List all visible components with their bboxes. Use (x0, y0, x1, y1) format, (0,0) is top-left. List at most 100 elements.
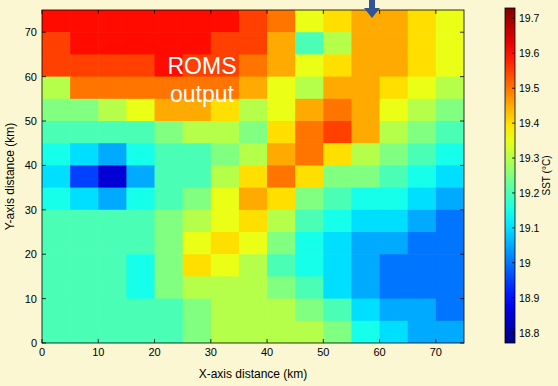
heatmap-cell (323, 210, 352, 233)
heatmap-cell (436, 10, 464, 33)
heatmap-cell (239, 254, 268, 277)
heatmap-cell (126, 254, 155, 277)
y-axis-label: Y-axis distance (km) (3, 123, 17, 231)
heatmap-cell (70, 321, 99, 343)
heatmap-cell (126, 54, 155, 77)
heatmap-cell (408, 232, 437, 255)
heatmap-cell (126, 210, 155, 233)
colorbar-label: SST (°C) (541, 156, 552, 196)
heatmap-cell (155, 210, 184, 233)
heatmap-cell (239, 299, 268, 322)
heatmap-cell (155, 276, 184, 299)
heatmap-cell (436, 77, 464, 100)
x-tick (379, 339, 380, 343)
heatmap-cell (183, 165, 212, 188)
colorbar-tick-label: 19.2 (519, 187, 540, 199)
heatmap-cell (380, 188, 409, 211)
y-tick (42, 32, 46, 33)
heatmap-cell (436, 99, 464, 122)
heatmap-cell (380, 121, 409, 144)
heatmap-cell (183, 321, 212, 343)
colorbar-tick (512, 53, 515, 54)
heatmap-cell (239, 188, 268, 211)
heatmap-cell (211, 210, 240, 233)
heatmap-cell (155, 254, 184, 277)
heatmap-cell (267, 254, 296, 277)
heatmap-cell (42, 77, 71, 100)
heatmap-cell (351, 99, 380, 122)
heatmap-cell (211, 165, 240, 188)
heatmap-cell (295, 321, 324, 343)
annotation: output (170, 81, 235, 107)
heatmap-cell (380, 276, 409, 299)
x-tick-label: 50 (317, 346, 329, 358)
y-tick (42, 209, 46, 210)
heatmap-cell (42, 276, 71, 299)
heatmap-cell (239, 143, 268, 166)
heatmap-cell (183, 121, 212, 144)
heatmap-cell (436, 32, 464, 55)
heatmap-cell (239, 276, 268, 299)
heatmap-cell (295, 188, 324, 211)
heatmap-cell (239, 210, 268, 233)
heatmap-cell (183, 10, 212, 33)
heatmap-cell (267, 188, 296, 211)
heatmap-cell (183, 188, 212, 211)
heatmap-cell (380, 143, 409, 166)
colorbar-tick (512, 158, 515, 159)
heatmap-cell (239, 99, 268, 122)
heatmap-cell (295, 165, 324, 188)
heatmap-cell (211, 10, 240, 33)
heatmap-cell (267, 143, 296, 166)
x-tick (210, 10, 211, 14)
heatmap-cell (351, 232, 380, 255)
x-tick-label: 0 (39, 346, 45, 358)
heatmap-cell (98, 77, 127, 100)
heatmap-cell (323, 232, 352, 255)
colorbar-tick (512, 332, 515, 333)
heatmap-cell (267, 99, 296, 122)
heatmap-cell (183, 232, 212, 255)
heatmap-cell (98, 232, 127, 255)
arrow-head (364, 8, 380, 18)
heatmap-cell (239, 77, 268, 100)
y-tick-label: 20 (25, 248, 37, 260)
heatmap-cell (98, 54, 127, 77)
heatmap-cell (380, 77, 409, 100)
heatmap-cell (42, 232, 71, 255)
heatmap-cell (126, 165, 155, 188)
colorbar-tick (512, 192, 515, 193)
heatmap-cell (70, 232, 99, 255)
heatmap-cell (436, 321, 464, 343)
heatmap-cell (295, 99, 324, 122)
heatmap-cell (295, 210, 324, 233)
heatmap-cell (183, 299, 212, 322)
x-tick-label: 10 (92, 346, 104, 358)
x-tick (154, 10, 155, 14)
heatmap-cell (351, 10, 380, 33)
colorbar-tick-label: 19.1 (519, 222, 540, 234)
y-tick (42, 298, 46, 299)
heatmap-cell (323, 54, 352, 77)
heatmap-cell (408, 32, 437, 55)
y-tick (42, 343, 46, 344)
x-tick (267, 10, 268, 14)
heatmap-cell (351, 210, 380, 233)
heatmap-cell (211, 299, 240, 322)
colorbar-tick-label: 19.6 (519, 47, 540, 59)
chart: 010203040506070010203040506070X-axis dis… (0, 0, 558, 386)
heatmap-cell (155, 299, 184, 322)
y-tick-label: 30 (25, 204, 37, 216)
y-tick-label: 40 (25, 159, 37, 171)
x-tick-label: 30 (205, 346, 217, 358)
heatmap-cell (267, 299, 296, 322)
heatmap-cell (351, 77, 380, 100)
heatmap-cell (126, 99, 155, 122)
heatmap-cell (408, 165, 437, 188)
colorbar-tick-label: 19.3 (519, 152, 540, 164)
heatmap-cell (70, 165, 99, 188)
heatmap-cell (323, 321, 352, 343)
heatmap-cell (436, 276, 464, 299)
heatmap-cell (239, 54, 268, 77)
heatmap-cell (295, 254, 324, 277)
